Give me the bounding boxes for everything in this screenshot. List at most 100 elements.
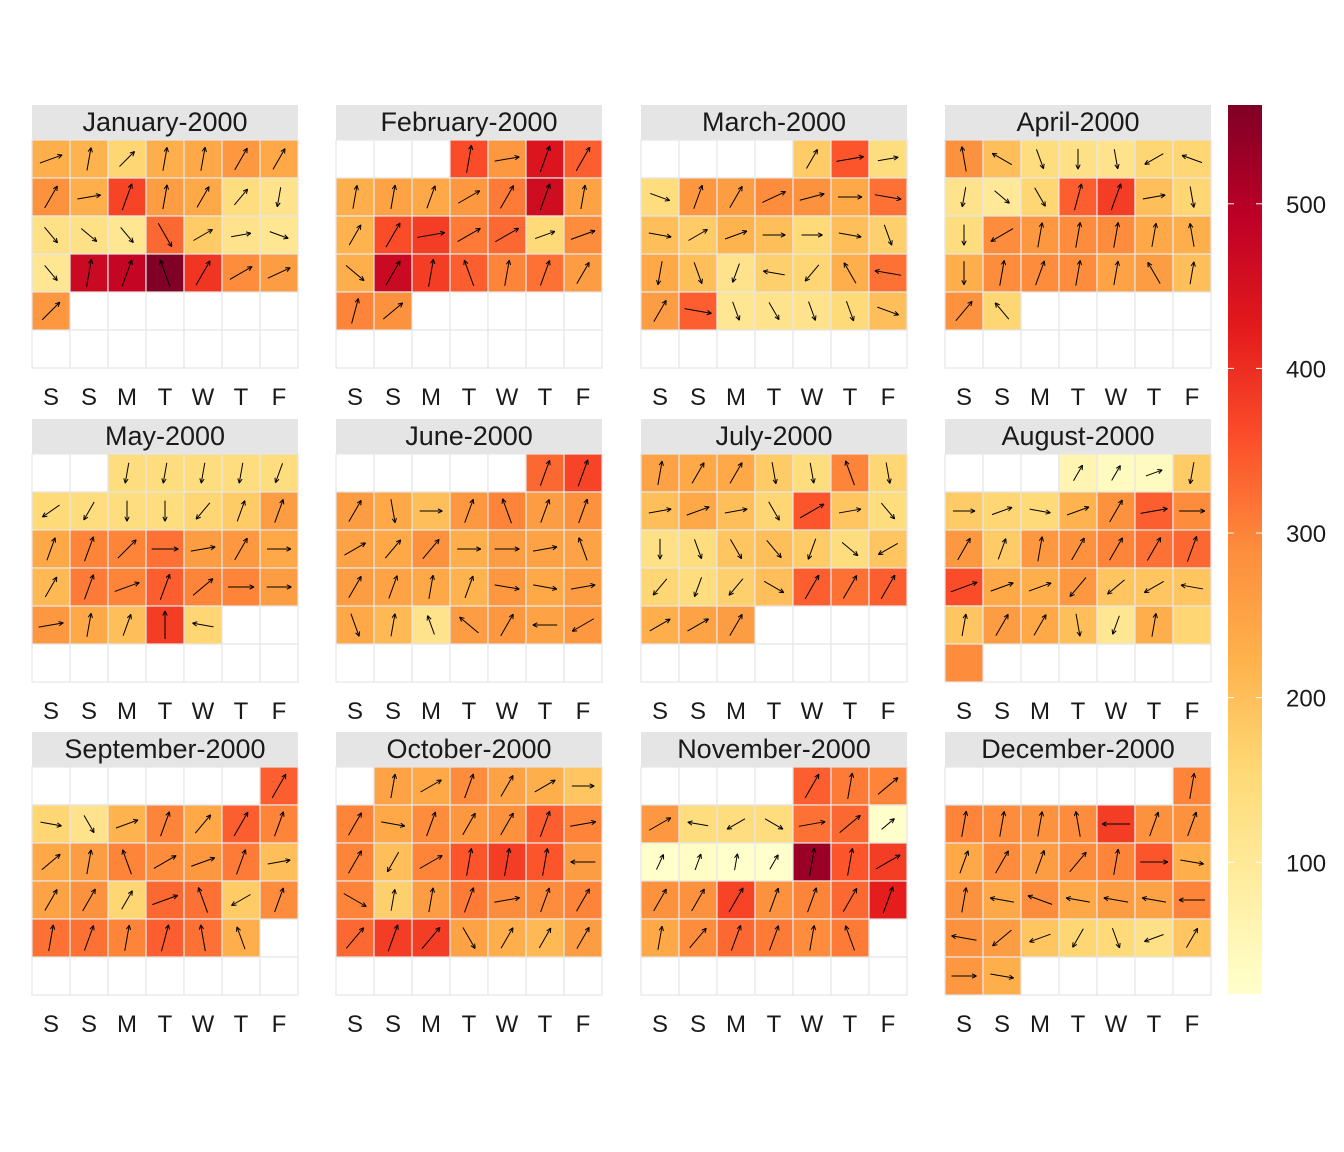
wind-arrow — [123, 462, 130, 484]
wind-arrow — [989, 896, 1014, 903]
empty-cell — [1058, 291, 1098, 331]
wind-arrow — [494, 546, 520, 552]
wind-arrow — [1140, 859, 1169, 865]
day-tile — [1172, 605, 1212, 645]
wind-arrow — [577, 537, 588, 561]
wind-arrow — [1075, 260, 1083, 286]
empty-cell — [373, 329, 413, 369]
wind-arrow — [999, 811, 1007, 837]
wind-arrow — [763, 269, 785, 276]
empty-cell — [373, 453, 413, 493]
wind-arrow — [386, 851, 400, 873]
wind-arrow — [120, 227, 134, 243]
wind-arrow — [159, 573, 171, 601]
empty-cell — [373, 643, 413, 683]
day-tile — [792, 491, 832, 531]
empty-cell — [335, 643, 375, 683]
wind-arrow — [494, 584, 520, 592]
wind-arrow — [464, 498, 475, 523]
weekday-label: T — [234, 698, 249, 725]
wind-arrow — [652, 578, 668, 596]
empty-cell — [107, 766, 147, 806]
empty-cell — [640, 766, 680, 806]
wind-arrow — [801, 232, 823, 238]
wind-arrow — [1037, 536, 1045, 562]
weekday-label: T — [538, 384, 553, 411]
weekday-label: S — [385, 384, 401, 411]
weekday-label: M — [726, 384, 746, 411]
wind-arrow — [957, 537, 971, 561]
wind-arrow — [648, 817, 672, 831]
wind-arrow — [83, 815, 95, 834]
wind-arrow — [570, 229, 596, 240]
wind-arrow — [382, 302, 404, 320]
wind-arrow — [231, 231, 252, 238]
weekday-label: M — [726, 1011, 746, 1038]
wind-arrow — [1149, 811, 1160, 837]
weekday-label: W — [1105, 698, 1128, 725]
wind-arrow — [162, 610, 168, 639]
month-label: July-2000 — [715, 421, 832, 451]
wind-arrow — [426, 811, 437, 837]
wind-arrow — [995, 850, 1009, 874]
wind-arrow — [729, 185, 743, 208]
empty-cell — [1058, 766, 1098, 806]
month-label: October-2000 — [386, 734, 551, 764]
wind-arrow — [271, 773, 287, 799]
wind-arrow — [191, 856, 216, 867]
wind-arrow — [1029, 933, 1051, 943]
month-label: September-2000 — [64, 734, 265, 764]
wind-arrow — [457, 190, 481, 204]
day-tile — [373, 605, 413, 645]
wind-arrow — [274, 887, 285, 913]
wind-arrow — [385, 260, 401, 286]
weekday-label: F — [576, 1011, 591, 1038]
legend-tick-label: 300 — [1286, 521, 1326, 548]
weekday-label: S — [81, 384, 97, 411]
empty-cell — [563, 329, 603, 369]
weekday-label: M — [421, 698, 441, 725]
empty-cell — [31, 643, 71, 683]
wind-arrow — [121, 183, 133, 211]
empty-cell — [69, 766, 109, 806]
panel-strip — [641, 105, 907, 140]
wind-arrow — [83, 925, 95, 951]
wind-arrow — [46, 537, 57, 561]
wind-arrow — [195, 260, 211, 286]
empty-cell — [31, 956, 71, 996]
wind-arrow — [994, 302, 1010, 320]
weekday-label: S — [690, 384, 706, 411]
weekday-label: T — [538, 1011, 553, 1038]
weekday-label: T — [538, 698, 553, 725]
wind-arrow — [200, 146, 207, 171]
wind-arrow — [688, 229, 708, 241]
wind-arrow — [1185, 927, 1199, 948]
empty-cell — [145, 956, 185, 996]
wind-arrow — [847, 772, 855, 800]
wind-arrow — [40, 821, 62, 828]
color-legend: 100 200 300 400 500 — [1228, 105, 1326, 994]
wind-arrow — [842, 887, 858, 912]
empty-cell — [221, 766, 261, 806]
wind-arrow — [877, 777, 899, 795]
weekday-label: S — [652, 698, 668, 725]
weekday-label: T — [767, 698, 782, 725]
wind-arrow — [348, 812, 362, 836]
wind-arrow — [809, 847, 817, 876]
empty-cell — [449, 291, 489, 331]
empty-cell — [1172, 643, 1212, 683]
weekday-label: S — [652, 384, 668, 411]
wind-arrow — [990, 228, 1014, 242]
empty-cell — [1134, 956, 1174, 996]
weekday-label: T — [1147, 698, 1162, 725]
wind-arrow — [534, 230, 556, 240]
empty-cell — [1134, 329, 1174, 369]
weekday-label: T — [767, 1011, 782, 1038]
wind-arrow — [1075, 613, 1082, 637]
wind-arrow — [990, 973, 1014, 980]
weekday-label: M — [1030, 384, 1050, 411]
